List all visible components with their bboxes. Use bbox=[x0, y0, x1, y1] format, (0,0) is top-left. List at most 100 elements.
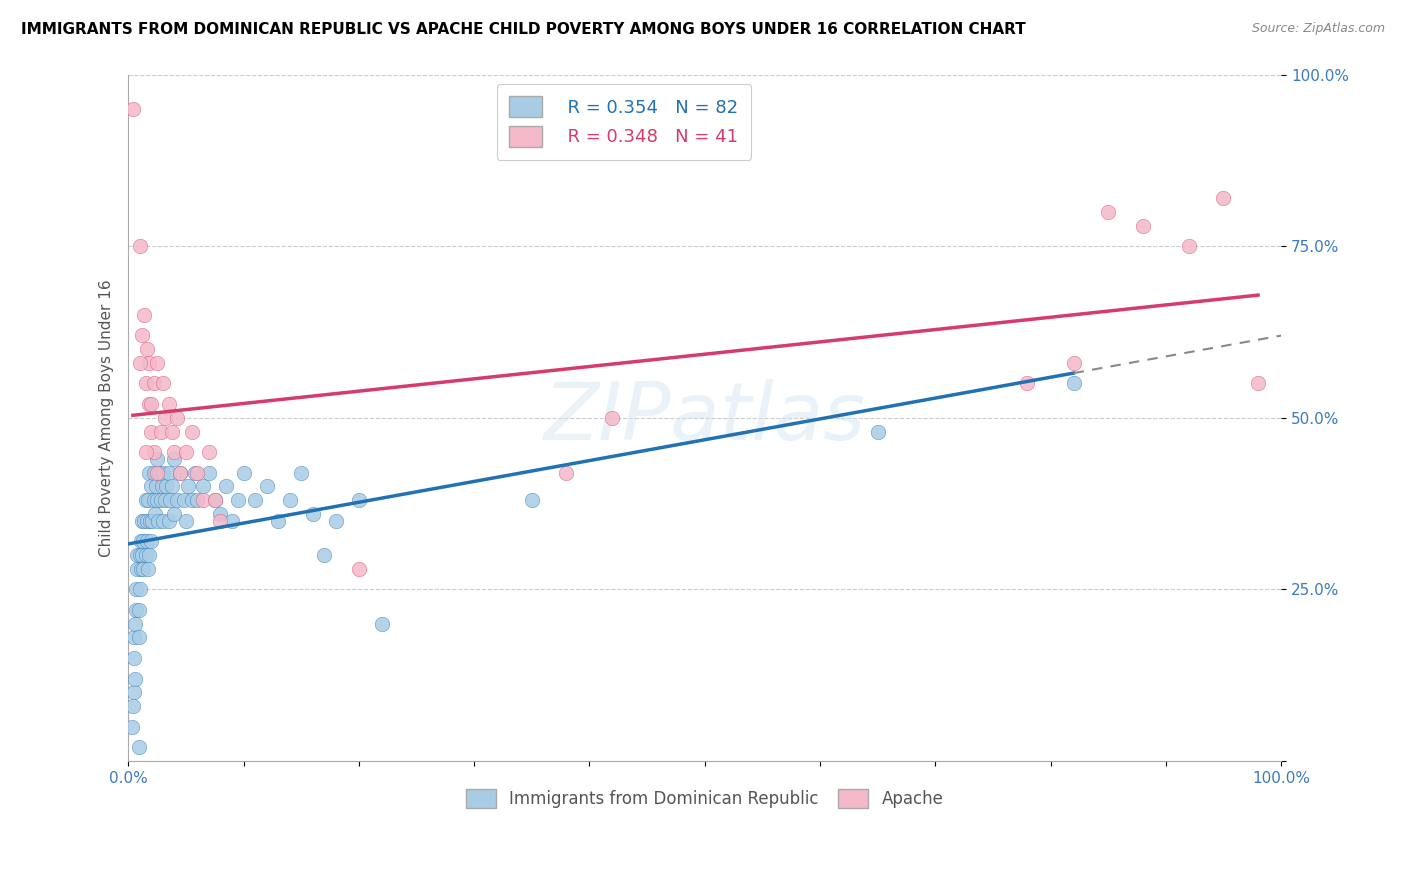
Point bbox=[204, 493, 226, 508]
Point bbox=[157, 466, 180, 480]
Point bbox=[121, 699, 143, 714]
Point bbox=[142, 445, 165, 459]
Point bbox=[1212, 191, 1234, 205]
Point bbox=[215, 479, 238, 493]
Point bbox=[135, 342, 157, 356]
Point bbox=[127, 562, 149, 576]
Point bbox=[159, 493, 181, 508]
Point bbox=[193, 493, 215, 508]
Point bbox=[138, 466, 160, 480]
Point bbox=[1178, 239, 1201, 253]
Point bbox=[278, 493, 301, 508]
Point bbox=[138, 548, 160, 562]
Point bbox=[148, 514, 170, 528]
Point bbox=[555, 466, 578, 480]
Point bbox=[150, 479, 173, 493]
Text: Source: ZipAtlas.com: Source: ZipAtlas.com bbox=[1251, 22, 1385, 36]
Point bbox=[131, 514, 153, 528]
Point bbox=[1247, 376, 1270, 391]
Point bbox=[128, 548, 150, 562]
Point bbox=[166, 493, 188, 508]
Point bbox=[141, 397, 163, 411]
Point bbox=[135, 534, 157, 549]
Point bbox=[243, 493, 266, 508]
Point bbox=[141, 514, 163, 528]
Point bbox=[152, 514, 174, 528]
Point bbox=[124, 616, 146, 631]
Point bbox=[122, 631, 145, 645]
Point bbox=[138, 356, 160, 370]
Point bbox=[138, 397, 160, 411]
Point bbox=[146, 493, 169, 508]
Point bbox=[290, 466, 312, 480]
Point bbox=[128, 603, 150, 617]
Point bbox=[198, 466, 221, 480]
Point bbox=[125, 582, 148, 597]
Point bbox=[174, 445, 197, 459]
Point bbox=[160, 425, 183, 439]
Point bbox=[169, 466, 191, 480]
Text: ZIPatlas: ZIPatlas bbox=[544, 379, 866, 457]
Point bbox=[155, 479, 177, 493]
Point bbox=[121, 102, 143, 116]
Point bbox=[163, 507, 186, 521]
Point bbox=[193, 479, 215, 493]
Point bbox=[602, 410, 624, 425]
Point bbox=[347, 493, 370, 508]
Point bbox=[209, 507, 232, 521]
Point bbox=[173, 493, 195, 508]
Point bbox=[1097, 204, 1119, 219]
Point bbox=[141, 425, 163, 439]
Point bbox=[314, 548, 336, 562]
Point bbox=[166, 410, 188, 425]
Point bbox=[145, 479, 167, 493]
Point bbox=[163, 452, 186, 467]
Point bbox=[141, 534, 163, 549]
Point bbox=[148, 466, 170, 480]
Point bbox=[152, 466, 174, 480]
Point bbox=[128, 239, 150, 253]
Point bbox=[1063, 376, 1085, 391]
Point bbox=[1063, 356, 1085, 370]
Point bbox=[267, 514, 290, 528]
Y-axis label: Child Poverty Among Boys Under 16: Child Poverty Among Boys Under 16 bbox=[100, 279, 114, 557]
Point bbox=[135, 514, 157, 528]
Point bbox=[232, 466, 254, 480]
Point bbox=[256, 479, 278, 493]
Point bbox=[198, 445, 221, 459]
Point bbox=[129, 534, 152, 549]
Point bbox=[866, 425, 889, 439]
Point bbox=[371, 616, 394, 631]
Point bbox=[131, 548, 153, 562]
Point bbox=[128, 740, 150, 755]
Point bbox=[136, 562, 159, 576]
Point bbox=[186, 493, 208, 508]
Point bbox=[180, 493, 202, 508]
Point bbox=[1017, 376, 1039, 391]
Point bbox=[143, 507, 166, 521]
Point bbox=[226, 493, 249, 508]
Point bbox=[152, 376, 174, 391]
Point bbox=[163, 445, 186, 459]
Point bbox=[122, 651, 145, 665]
Point bbox=[184, 466, 207, 480]
Point bbox=[142, 376, 165, 391]
Point bbox=[347, 562, 370, 576]
Point bbox=[132, 534, 155, 549]
Point bbox=[160, 479, 183, 493]
Point bbox=[131, 328, 153, 343]
Point bbox=[139, 514, 162, 528]
Point bbox=[186, 466, 208, 480]
Point bbox=[177, 479, 200, 493]
Point bbox=[121, 720, 143, 734]
Point bbox=[142, 493, 165, 508]
Point bbox=[135, 493, 157, 508]
Point bbox=[146, 466, 169, 480]
Text: IMMIGRANTS FROM DOMINICAN REPUBLIC VS APACHE CHILD POVERTY AMONG BOYS UNDER 16 C: IMMIGRANTS FROM DOMINICAN REPUBLIC VS AP… bbox=[21, 22, 1026, 37]
Point bbox=[169, 466, 191, 480]
Point bbox=[146, 356, 169, 370]
Point bbox=[124, 672, 146, 686]
Point bbox=[128, 582, 150, 597]
Point bbox=[134, 514, 156, 528]
Point bbox=[125, 603, 148, 617]
